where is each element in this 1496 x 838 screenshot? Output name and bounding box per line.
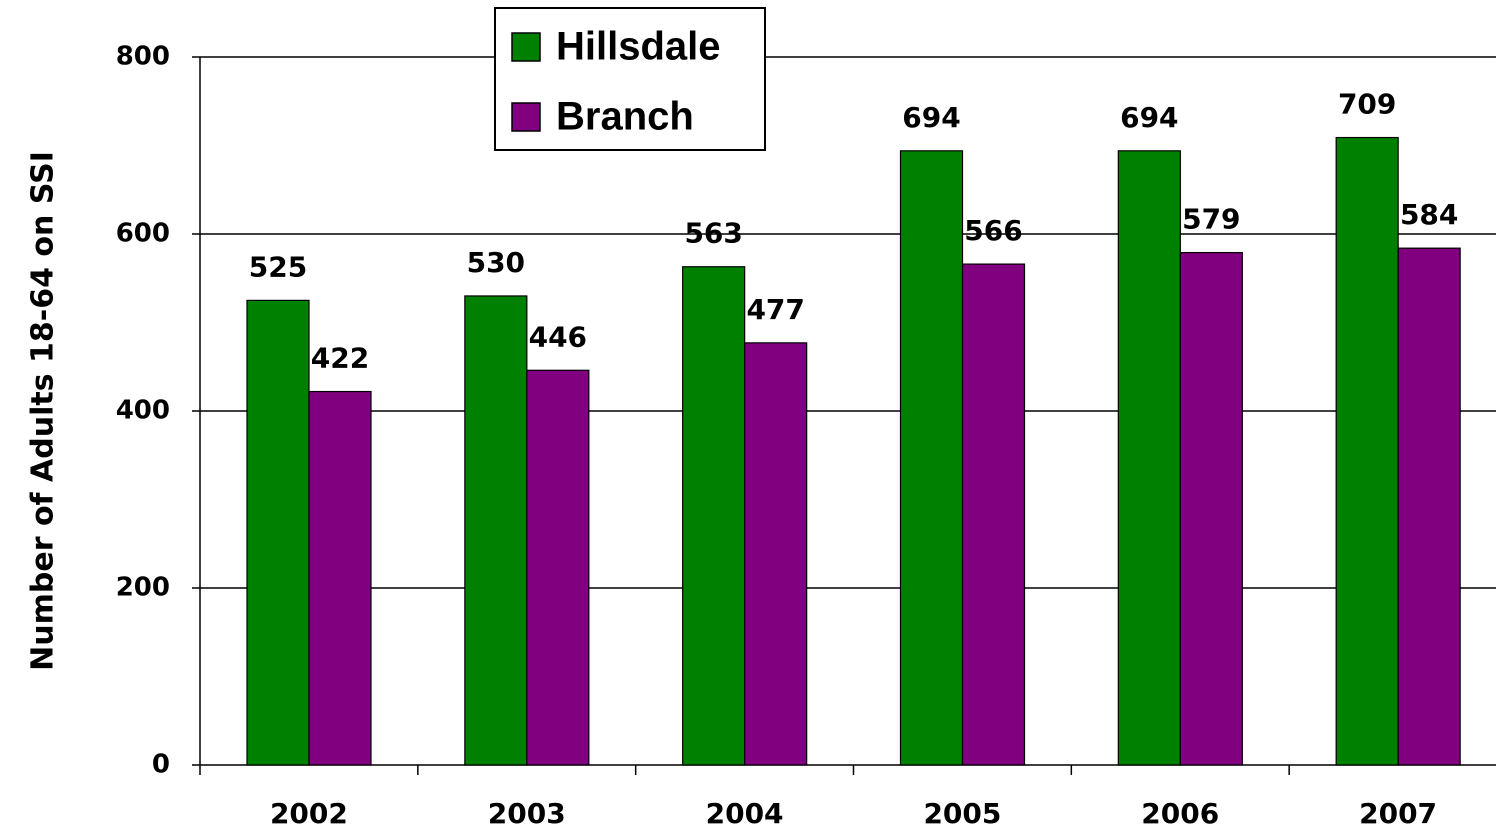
x-tick-label: 2005 [923, 797, 1001, 830]
y-tick-label: 200 [116, 573, 170, 603]
legend-label: Branch [556, 95, 694, 139]
data-label: 694 [902, 101, 960, 134]
bar [961, 263, 1026, 766]
data-label: 566 [964, 214, 1022, 247]
legend-swatch [511, 32, 541, 62]
x-tick-label: 2002 [270, 797, 348, 830]
x-tick-label: 2004 [706, 797, 784, 830]
bar [744, 342, 808, 766]
x-tick-label: 2006 [1141, 797, 1219, 830]
bar [526, 369, 590, 766]
data-label: 584 [1400, 198, 1458, 231]
bar [464, 295, 528, 766]
data-label: 579 [1182, 203, 1240, 236]
data-label: 477 [746, 293, 804, 326]
bar [1335, 136, 1399, 766]
data-label: 694 [1120, 101, 1178, 134]
data-label: 709 [1338, 88, 1396, 121]
legend-swatch [511, 102, 541, 132]
data-label: 563 [684, 217, 742, 250]
bar [246, 299, 310, 766]
bar [899, 150, 964, 766]
y-tick-label: 800 [116, 42, 170, 72]
data-label: 530 [467, 246, 525, 279]
y-tick-label: 600 [116, 219, 170, 249]
x-tick-label: 2003 [488, 797, 566, 830]
data-label: 525 [249, 250, 307, 283]
y-tick-label: 0 [152, 750, 170, 780]
bar [1117, 150, 1181, 766]
bar [682, 266, 746, 766]
legend-label: Hillsdale [556, 25, 721, 69]
x-tick-label: 2007 [1359, 797, 1437, 830]
data-label: 422 [311, 342, 369, 375]
bar [1397, 247, 1461, 766]
y-axis-label: Number of Adults 18-64 on SSI [26, 151, 61, 671]
bar [1179, 251, 1243, 766]
y-tick-label: 400 [116, 396, 170, 426]
data-label: 446 [529, 320, 587, 353]
bar [308, 390, 372, 766]
